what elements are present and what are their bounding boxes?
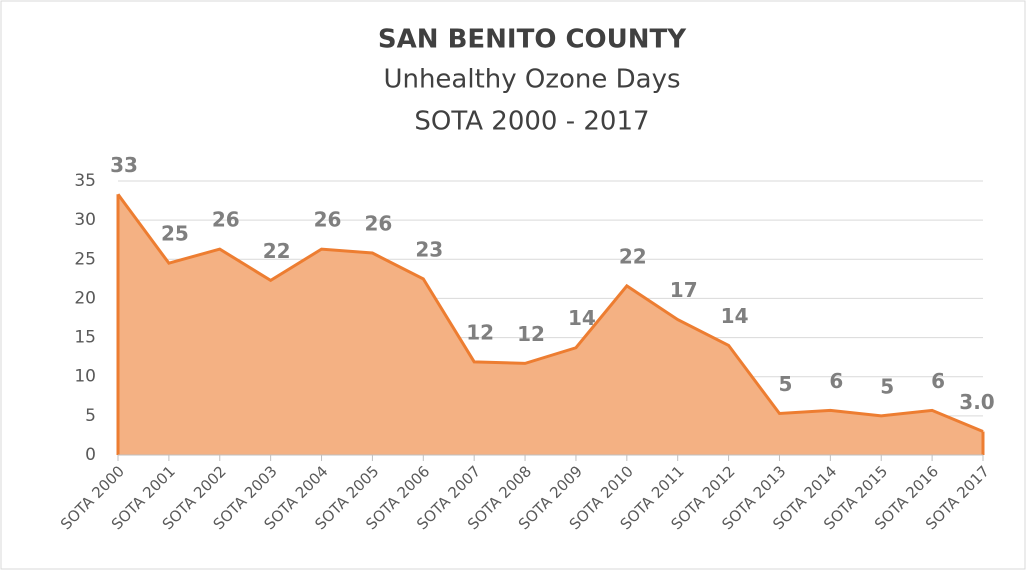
y-tick-label: 10 [74, 367, 96, 387]
data-label: 17 [670, 278, 698, 302]
data-label: 14 [568, 306, 596, 330]
data-label: 12 [466, 320, 494, 344]
y-tick-label: 30 [74, 210, 96, 230]
chart-subtitle: SOTA 2000 - 2017 [414, 107, 649, 137]
data-label: 25 [161, 222, 189, 246]
chart-subtitle: Unhealthy Ozone Days [383, 65, 680, 95]
y-tick-label: 0 [85, 445, 96, 465]
data-label: 12 [517, 322, 545, 346]
data-label: 26 [364, 212, 392, 236]
data-label: 26 [314, 208, 342, 232]
chart-title: SAN BENITO COUNTY [378, 25, 687, 55]
data-label: 6 [931, 369, 945, 393]
data-label: 5 [880, 374, 894, 398]
data-label: 26 [212, 208, 240, 232]
line [116, 193, 984, 433]
y-tick-label: 25 [74, 249, 96, 269]
y-tick-label: 15 [74, 328, 96, 348]
data-label: 22 [619, 244, 647, 268]
y-tick-label: 5 [85, 406, 96, 426]
y-tick-label: 20 [74, 288, 96, 308]
data-label: 33 [110, 153, 138, 177]
y-tick-label: 35 [74, 171, 96, 191]
data-label: 22 [263, 239, 291, 263]
data-label: 23 [415, 237, 443, 261]
area [118, 194, 983, 455]
data-label: 3.0 [959, 390, 994, 414]
data-label: 14 [721, 304, 749, 328]
data-label: 5 [779, 372, 793, 396]
data-label: 6 [829, 369, 843, 393]
